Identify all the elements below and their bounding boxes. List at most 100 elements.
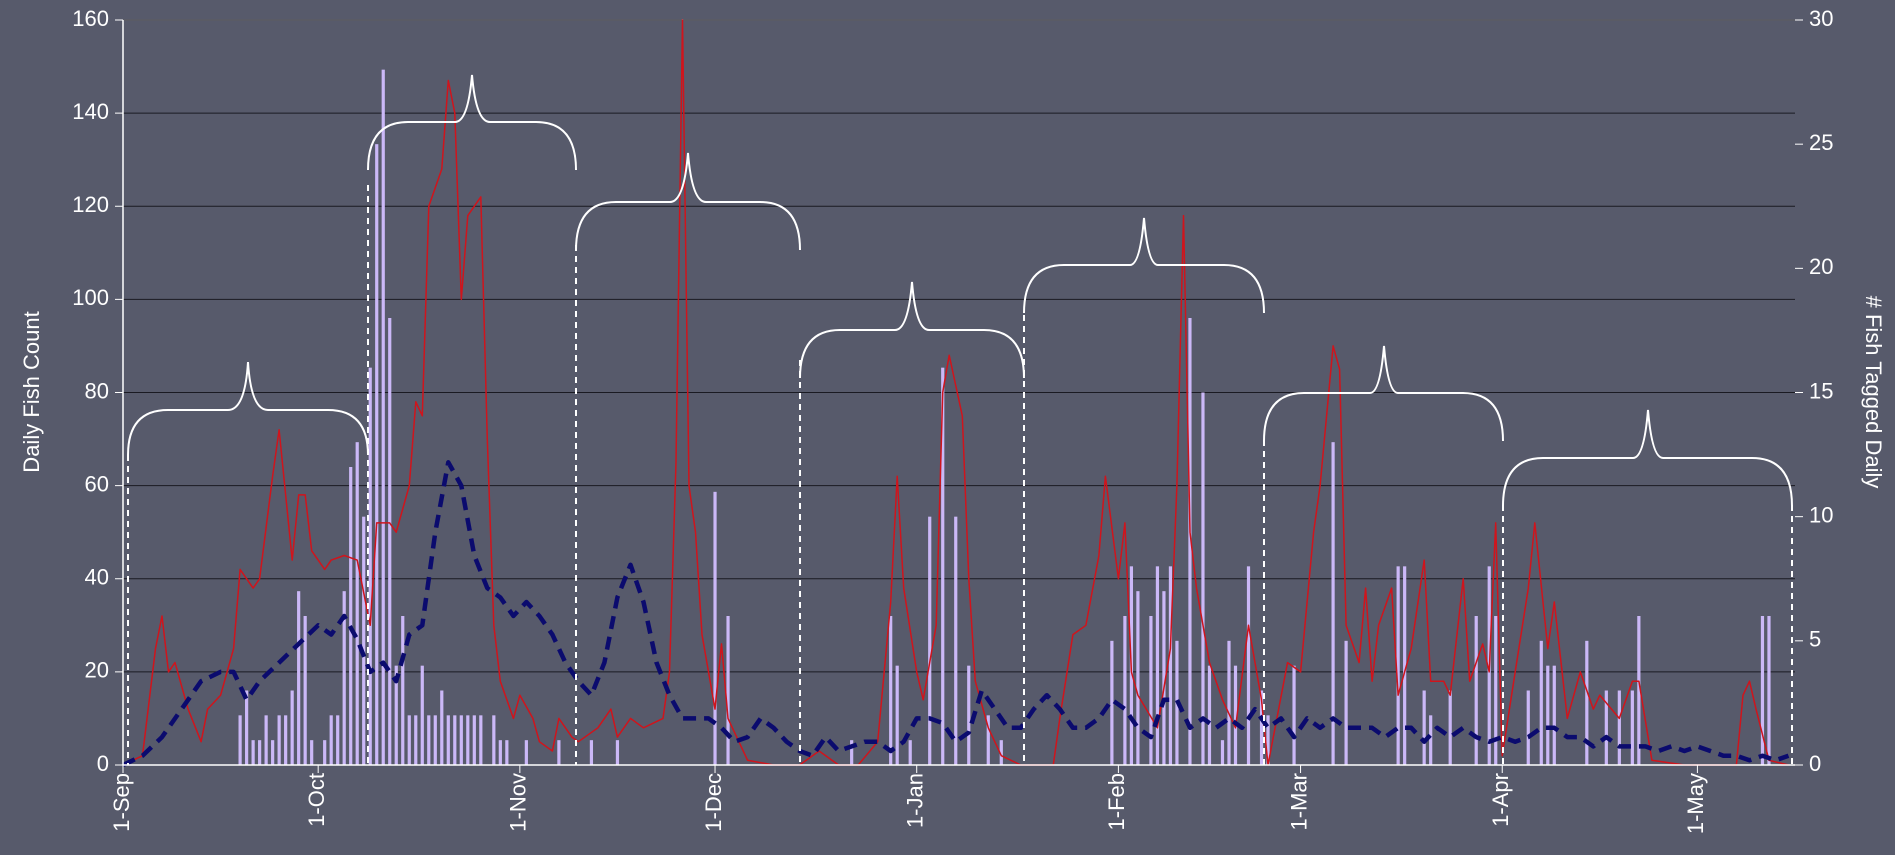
y2-tick-label: 5: [1809, 627, 1821, 652]
bar: [1539, 640, 1543, 765]
bar: [362, 516, 366, 765]
x-tick-label: 1-May: [1683, 773, 1708, 834]
x-tick-label: 1-Oct: [304, 773, 329, 827]
bar: [1617, 690, 1621, 765]
bar: [1136, 591, 1140, 765]
bar: [1526, 690, 1530, 765]
bar: [524, 740, 528, 765]
bar: [1494, 616, 1498, 765]
period-annotations: [127, 74, 1793, 765]
bar: [726, 616, 730, 765]
bar: [1110, 640, 1114, 765]
marks: [122, 19, 1790, 768]
bar: [472, 715, 476, 765]
bar: [375, 144, 379, 765]
bar: [908, 740, 912, 765]
x-tick-label: 1-Jan: [903, 773, 928, 828]
bar: [1429, 715, 1433, 765]
bar: [446, 715, 450, 765]
bar: [407, 715, 411, 765]
bar: [1344, 640, 1348, 765]
bar: [1259, 690, 1264, 765]
bar: [1201, 392, 1205, 765]
bar: [1233, 665, 1238, 765]
bar: [557, 740, 561, 765]
bar: [1331, 442, 1335, 765]
bar: [290, 690, 294, 765]
y2-tick-label: 0: [1809, 751, 1821, 776]
bar: [459, 715, 463, 765]
bar: [1123, 616, 1127, 765]
x-tick-label: 1-Apr: [1488, 773, 1513, 827]
bar: [1227, 640, 1231, 765]
x-tick-label: 1-Dec: [701, 773, 726, 832]
bar: [1422, 690, 1426, 765]
bar: [850, 740, 854, 765]
bar: [420, 665, 424, 765]
bar: [394, 665, 398, 765]
dashed-line: [122, 460, 1790, 768]
bar: [954, 516, 958, 765]
bar: [310, 740, 314, 765]
bar: [1149, 616, 1153, 765]
bar: [284, 715, 288, 765]
grid: [115, 19, 1803, 766]
bar: [713, 491, 717, 765]
y-tick-label: 0: [97, 751, 109, 776]
y-tick-label: 120: [72, 192, 109, 217]
bar: [349, 467, 353, 765]
bar: [1220, 740, 1225, 765]
bar: [427, 715, 431, 765]
bar: [381, 69, 385, 765]
bar: [453, 715, 457, 765]
bar: [1292, 665, 1296, 765]
bar: [264, 715, 268, 765]
bar: [1604, 690, 1608, 765]
y2-tick-label: 15: [1809, 378, 1833, 403]
bar: [1637, 616, 1641, 765]
bar: [1246, 566, 1251, 765]
bar: [401, 616, 405, 765]
bar: [1546, 665, 1550, 765]
x-tick-label: 1-Sep: [109, 773, 134, 832]
bar: [1266, 715, 1270, 765]
bar: [323, 740, 327, 765]
bar: [941, 367, 945, 765]
bar: [414, 715, 418, 765]
x-tick-label: 1-Nov: [506, 773, 531, 832]
bar: [277, 715, 281, 765]
y2-tick-label: 30: [1809, 6, 1833, 31]
bar: [895, 665, 899, 765]
brace: [575, 152, 801, 251]
bar: [1155, 566, 1160, 765]
bar: [258, 740, 262, 765]
y2-tick-label: 20: [1809, 254, 1833, 279]
bar: [368, 367, 372, 765]
bar: [615, 740, 620, 765]
bar: [492, 715, 496, 765]
bar: [1760, 616, 1765, 765]
bar: [889, 616, 893, 765]
bar: [986, 715, 990, 765]
x-tick-label: 1-Feb: [1104, 773, 1129, 830]
bar: [336, 715, 340, 765]
y-axis-title: Daily Fish Count: [19, 311, 44, 472]
bar: [342, 591, 346, 765]
bar: [297, 591, 301, 765]
line: [122, 19, 1789, 766]
y-tick-label: 20: [85, 658, 109, 683]
bar: [1188, 318, 1192, 765]
y-tick-label: 80: [85, 378, 109, 403]
y-tick-label: 100: [72, 285, 109, 310]
bar: [1585, 640, 1589, 765]
x-tick-label: 1-Mar: [1286, 773, 1311, 830]
bar: [967, 665, 971, 765]
brace: [367, 74, 577, 171]
bar: [329, 715, 333, 765]
bar: [303, 616, 307, 765]
brace: [799, 281, 1025, 379]
bar: [433, 715, 437, 765]
y-tick-label: 160: [72, 6, 109, 31]
